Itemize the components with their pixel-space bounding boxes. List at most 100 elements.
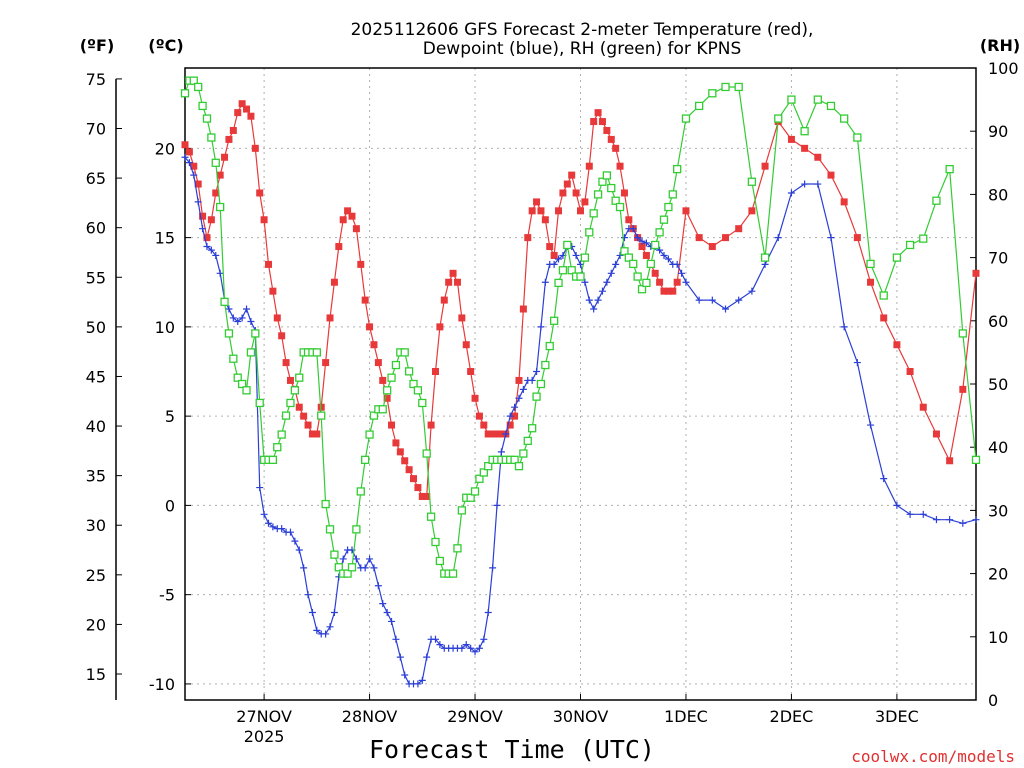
dewpoint-point bbox=[418, 676, 426, 684]
celsius-tick-label: -10 bbox=[149, 675, 175, 694]
dewpoint-point bbox=[366, 555, 374, 563]
x-tick-label: 27NOV bbox=[236, 707, 292, 726]
rh-point bbox=[879, 291, 888, 300]
x-tick-label: 1DEC bbox=[664, 707, 708, 726]
temperature-point bbox=[401, 457, 409, 465]
dewpoint-point bbox=[528, 376, 536, 384]
temperature-point bbox=[972, 269, 980, 277]
temperature-point bbox=[436, 323, 444, 331]
dewpoint-point bbox=[379, 600, 387, 608]
temperature-point bbox=[682, 207, 690, 215]
temperature-point bbox=[238, 100, 246, 108]
temperature-point bbox=[515, 376, 523, 384]
temperature-point bbox=[440, 296, 448, 304]
temperature-point bbox=[352, 225, 360, 233]
fahrenheit-tick-label: 65 bbox=[86, 169, 106, 188]
dewpoint-point bbox=[616, 251, 624, 259]
celsius-tick-label: 20 bbox=[155, 139, 175, 158]
chart-title-line1: 2025112606 GFS Forecast 2-meter Temperat… bbox=[351, 20, 814, 40]
dewpoint-point bbox=[664, 255, 672, 263]
temperature-point bbox=[528, 207, 536, 215]
temperature-point bbox=[959, 385, 967, 393]
celsius-tick-label: 5 bbox=[165, 407, 175, 426]
temperature-point bbox=[462, 341, 470, 349]
rh-point bbox=[290, 386, 300, 395]
rh-point bbox=[932, 196, 941, 205]
temperature-point bbox=[620, 189, 628, 197]
dewpoint-point bbox=[388, 617, 396, 625]
temperature-point bbox=[449, 269, 457, 277]
rh-point bbox=[607, 183, 616, 193]
dewpoint-point bbox=[708, 296, 716, 304]
rh-point bbox=[229, 354, 238, 363]
rh-point bbox=[413, 386, 423, 395]
temperature-point bbox=[388, 421, 396, 429]
fahrenheit-tick-label: 40 bbox=[86, 417, 106, 436]
dewpoint-point bbox=[932, 516, 940, 524]
temperature-point bbox=[458, 314, 466, 322]
temperature-point bbox=[335, 243, 343, 251]
rh-point bbox=[673, 164, 682, 174]
temperature-point bbox=[357, 260, 365, 268]
temperature-point bbox=[256, 189, 264, 197]
dewpoint-point bbox=[673, 260, 681, 268]
dewpoint-point bbox=[603, 278, 611, 286]
dewpoint-point bbox=[207, 246, 215, 254]
temperature-point bbox=[282, 359, 290, 367]
rh-point bbox=[448, 569, 458, 578]
rh-point bbox=[642, 278, 651, 288]
dewpoint-point bbox=[484, 609, 492, 617]
temperature-point bbox=[471, 394, 479, 402]
rh-point bbox=[695, 101, 704, 111]
dewpoint-point bbox=[212, 251, 220, 259]
temperature-point bbox=[423, 492, 431, 500]
rh-point bbox=[523, 436, 532, 446]
rh-point bbox=[382, 386, 392, 395]
temperature-point bbox=[581, 198, 589, 206]
temperature-point bbox=[322, 359, 330, 367]
rh-point bbox=[624, 253, 633, 262]
dewpoint-point bbox=[493, 501, 501, 509]
rh-point bbox=[391, 360, 401, 370]
rh-point bbox=[602, 171, 612, 180]
dewpoint-point bbox=[264, 519, 272, 527]
rh-point bbox=[194, 82, 203, 92]
rh-point bbox=[484, 462, 493, 471]
celsius-unit-label: (ºC) bbox=[148, 36, 183, 55]
dewpoint-point bbox=[313, 626, 321, 634]
dewpoint-point bbox=[537, 323, 545, 331]
dewpoint-point bbox=[304, 591, 312, 599]
dewpoint-point bbox=[642, 239, 650, 247]
temperature-point bbox=[906, 368, 914, 376]
temperature-point bbox=[651, 269, 659, 277]
dewpoint-point bbox=[555, 255, 563, 263]
temperature-point bbox=[234, 109, 242, 117]
fahrenheit-tick-label: 35 bbox=[86, 467, 106, 486]
dewpoint-point bbox=[502, 430, 510, 438]
x-axis-label: Forecast Time (UTC) bbox=[369, 735, 655, 764]
axes: 15202530354045505560657075-10-5051015200… bbox=[86, 59, 1019, 746]
temperature-point bbox=[278, 332, 286, 340]
dewpoint-point bbox=[383, 609, 391, 617]
dewpoint-point bbox=[946, 516, 954, 524]
rh-point bbox=[787, 95, 796, 104]
grid-lines bbox=[185, 68, 976, 700]
dewpoint-point bbox=[480, 635, 488, 643]
temperature-point bbox=[405, 466, 413, 474]
temperature-point bbox=[660, 287, 668, 295]
temperature-point bbox=[511, 412, 519, 420]
dewpoint-point bbox=[550, 260, 558, 268]
temperature-point bbox=[264, 260, 272, 268]
rh-point bbox=[404, 367, 414, 376]
rh-point bbox=[528, 424, 537, 433]
temperature-point bbox=[344, 207, 352, 215]
temperature-point bbox=[568, 171, 576, 179]
x-tick-label: 3DEC bbox=[875, 707, 919, 726]
series-group bbox=[180, 76, 981, 688]
x-tick-label: 29NOV bbox=[447, 707, 503, 726]
temperature-point bbox=[475, 412, 483, 420]
temperature-point bbox=[612, 144, 620, 152]
temperature-point bbox=[229, 126, 237, 134]
temperature-point bbox=[625, 216, 633, 224]
